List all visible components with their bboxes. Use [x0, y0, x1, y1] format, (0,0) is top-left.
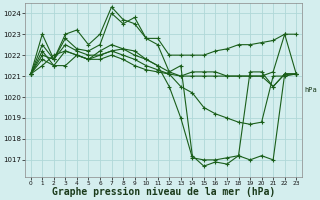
X-axis label: Graphe pression niveau de la mer (hPa): Graphe pression niveau de la mer (hPa) [52, 187, 275, 197]
Text: hPa: hPa [305, 87, 317, 93]
